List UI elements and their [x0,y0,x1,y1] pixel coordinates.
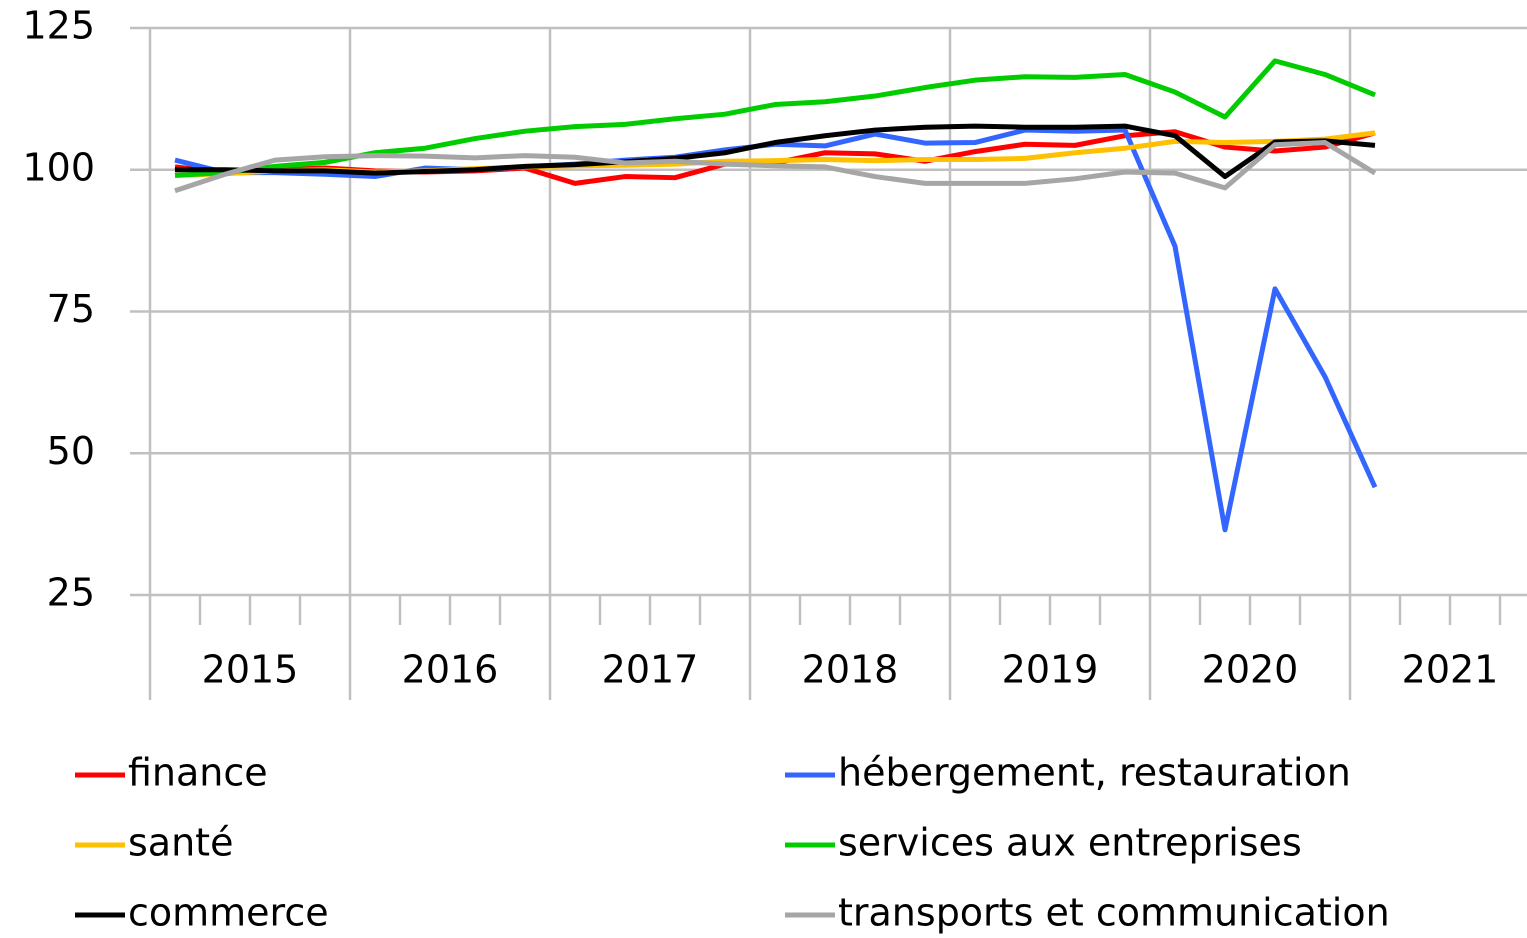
x-tick-label: 2015 [202,648,299,692]
x-tick-label: 2018 [802,648,899,692]
series-line [174,127,1378,533]
y-tick-label: 100 [22,145,95,189]
x-tick-label: 2017 [602,648,699,692]
legend-label: santé [128,821,233,865]
y-tick-label: 125 [22,4,95,48]
y-tick-label: 75 [47,287,95,331]
series-line [175,123,1376,180]
y-tick-label: 50 [47,429,95,473]
y-tick-label: 25 [47,571,95,615]
series-line [174,140,1377,194]
legend-label: transports et communication [838,891,1390,935]
series-line [174,58,1376,178]
legend-label: commerce [128,891,329,935]
x-tick-label: 2016 [402,648,499,692]
legend-label: finance [128,751,268,795]
legend-label: hébergement, restauration [838,751,1351,795]
x-tick-label: 2019 [1002,648,1099,692]
x-tick-label: 2021 [1402,648,1499,692]
legend-label: services aux entreprises [838,821,1302,865]
x-tick-label: 2020 [1202,648,1299,692]
